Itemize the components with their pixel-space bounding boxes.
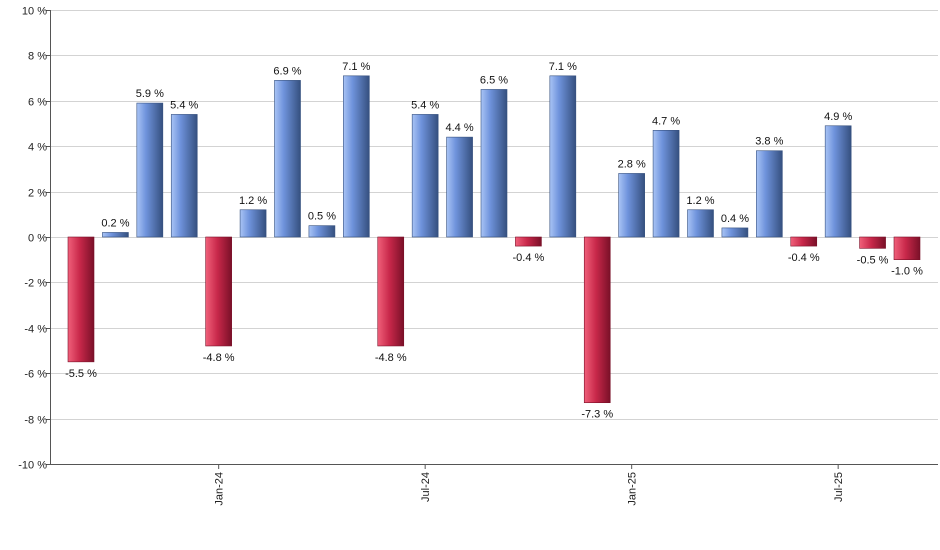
bar-jan-24 — [205, 236, 232, 347]
x-axis-tick-labels: Jan-24 Jul-24 Jan-25 Jul-25 — [214, 464, 845, 506]
value-label-aug-25: -0.5 % — [857, 254, 889, 266]
bar-may-24 — [343, 75, 370, 238]
bar-apr-24 — [308, 225, 336, 238]
bar-sep-25 — [893, 236, 921, 261]
bar-nov-23 — [136, 102, 164, 238]
bar-dec-23 — [170, 114, 198, 238]
y-tick-label: 2 % — [28, 188, 47, 200]
value-label-jul-24: 5.4 % — [411, 99, 439, 111]
x-tick-label: Jan-25 — [627, 472, 639, 506]
bars — [67, 75, 921, 404]
bar-jul-25 — [824, 125, 852, 238]
axes — [50, 10, 938, 465]
bar-nov-24 — [549, 75, 577, 238]
x-tick-label: Jul-25 — [833, 472, 845, 502]
y-tick-label: -10 % — [18, 460, 47, 472]
bar-sep-23 — [67, 236, 95, 363]
y-tick-label: -6 % — [24, 369, 47, 381]
x-tick-label: Jul-24 — [420, 472, 432, 502]
bar-aug-24 — [446, 136, 473, 238]
y-tick-label: -8 % — [24, 415, 47, 427]
value-label-nov-24: 7.1 % — [549, 61, 577, 73]
bar-mar-25 — [687, 209, 714, 238]
value-label-feb-25: 4.7 % — [652, 115, 680, 127]
value-label-may-24: 7.1 % — [342, 61, 370, 73]
value-label-nov-23: 5.9 % — [136, 88, 164, 100]
value-label-feb-24: 1.2 % — [239, 195, 267, 207]
value-label-jan-24: -4.8 % — [203, 352, 235, 364]
value-label-jun-25: -0.4 % — [788, 252, 820, 264]
y-tick-label: 4 % — [28, 142, 47, 154]
bar-jun-25 — [790, 236, 818, 247]
value-label-jul-25: 4.9 % — [824, 111, 852, 123]
value-label-mar-24: 6.9 % — [273, 65, 301, 77]
x-tick-label: Jan-24 — [214, 472, 226, 506]
bar-jul-24 — [411, 114, 439, 238]
value-label-sep-25: -1.0 % — [891, 266, 923, 278]
value-label-jun-24: -4.8 % — [375, 352, 407, 364]
value-label-oct-24: -0.4 % — [513, 252, 545, 264]
value-label-apr-24: 0.5 % — [308, 211, 336, 223]
bar-jun-24 — [377, 236, 405, 347]
value-label-may-25: 3.8 % — [755, 136, 783, 148]
bar-apr-25 — [721, 227, 749, 238]
bar-may-25 — [756, 150, 783, 238]
bar-dec-24 — [583, 236, 611, 404]
y-axis-tick-labels: -10 % -8 % -6 % -4 % -2 % 0 % 2 % 4 % 6 % 8 % 10 % — [18, 6, 47, 472]
value-label-mar-25: 1.2 % — [686, 195, 714, 207]
y-tick-label: -2 % — [24, 278, 47, 290]
bar-mar-24 — [274, 80, 301, 238]
y-tick-label: 10 % — [22, 6, 47, 18]
bar-oct-23 — [102, 232, 129, 238]
y-tick-label: 0 % — [28, 233, 47, 245]
value-label-oct-23: 0.2 % — [101, 217, 129, 229]
bar-jan-25 — [618, 173, 645, 238]
value-label-jan-25: 2.8 % — [618, 158, 646, 170]
bar-aug-25 — [859, 236, 886, 249]
bar-sep-24 — [480, 89, 508, 238]
y-tick-label: 8 % — [28, 51, 47, 63]
value-label-sep-24: 6.5 % — [480, 74, 508, 86]
value-label-apr-25: 0.4 % — [721, 213, 749, 225]
value-label-dec-23: 5.4 % — [170, 99, 198, 111]
y-tick-label: 6 % — [28, 97, 47, 109]
value-label-sep-23: -5.5 % — [65, 368, 97, 380]
value-label-dec-24: -7.3 % — [581, 409, 613, 421]
y-tick-label: -4 % — [24, 324, 47, 336]
value-label-aug-24: 4.4 % — [446, 122, 474, 134]
bar-value-labels: -5.5 % 0.2 % 5.9 % 5.4 % -4.8 % 1.2 % 6.9 % 0.5… — [65, 61, 923, 421]
bar-oct-24 — [515, 236, 542, 247]
bar-feb-25 — [652, 130, 680, 238]
bar-feb-24 — [239, 209, 267, 238]
